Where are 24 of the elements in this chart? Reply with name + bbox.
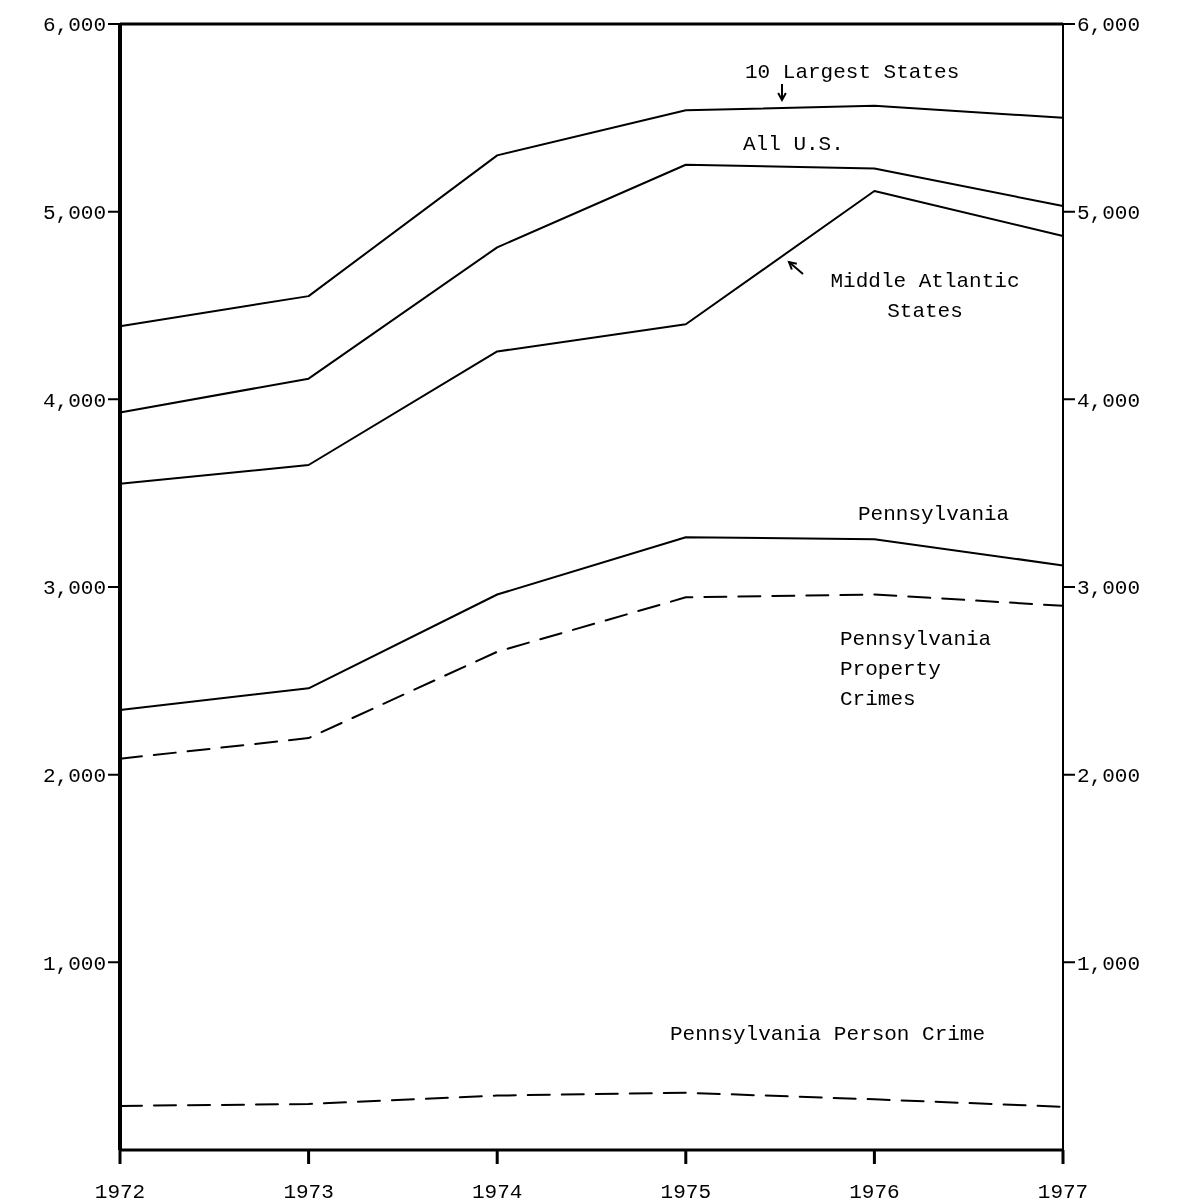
series-label: Pennsylvania Property Crimes (840, 628, 992, 711)
y-tick-label: 4,000 (42, 389, 106, 413)
x-tick-label: 1974 (471, 1181, 523, 1202)
x-tick-label: 1975 (660, 1181, 712, 1202)
y2-tick-label: 3,000 (1077, 577, 1141, 601)
y2-tick-label: 6,000 (1077, 14, 1141, 38)
x-tick-label: 1972 (94, 1181, 146, 1202)
y-tick-label: 1,000 (42, 952, 106, 976)
y-tick-label: 3,000 (42, 577, 106, 601)
y2-tick-label: 4,000 (1077, 389, 1141, 413)
y-tick-label: 6,000 (42, 14, 106, 38)
x-tick-label: 1977 (1037, 1181, 1089, 1202)
y2-tick-label: 2,000 (1077, 765, 1141, 789)
series-label: All U.S. (743, 133, 844, 156)
series-label: Middle Atlantic States (830, 270, 1020, 323)
y2-tick-label: 1,000 (1077, 952, 1141, 976)
text: Pennsylvania Person Crime (670, 1023, 986, 1046)
x-tick-label: 1976 (849, 1181, 900, 1202)
y-tick-label: 5,000 (42, 202, 106, 226)
y2-tick-label: 5,000 (1077, 202, 1141, 226)
series-label: 10 Largest States (745, 61, 960, 84)
x-tick-label: 1973 (283, 1181, 334, 1202)
series-label: Pennsylvania (858, 503, 1010, 526)
y-tick-label: 2,000 (42, 765, 106, 789)
